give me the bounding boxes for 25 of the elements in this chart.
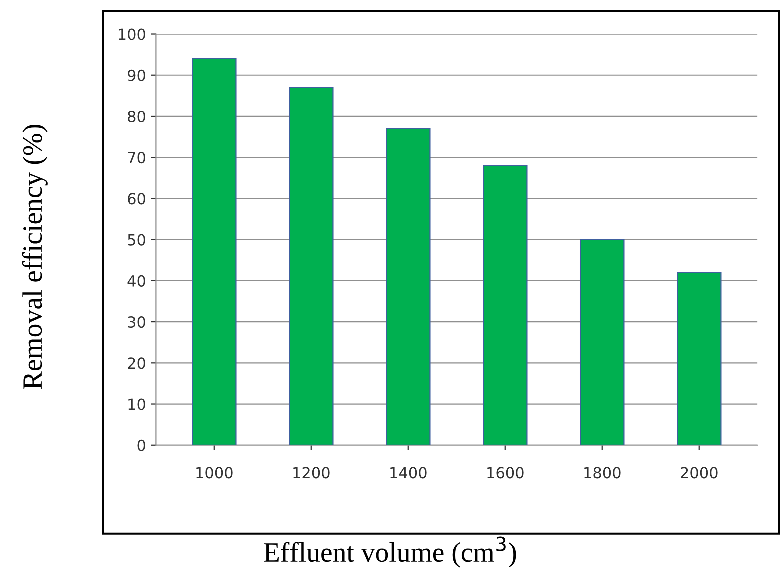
bar: [580, 239, 625, 446]
y-axis-title: Removal efficiency (%): [22, 124, 48, 390]
y-tick-label: 90: [128, 70, 146, 82]
x-tick-label: 1600: [488, 467, 524, 479]
y-tick-label: 80: [128, 110, 146, 123]
x-tick-label: 1400: [390, 467, 427, 479]
y-tick-label: 20: [128, 358, 146, 370]
y-tick-label: 10: [128, 398, 146, 410]
x-tick-label: 1800: [584, 467, 621, 479]
x-axis-title: Effluent volume (cm$^{3}$): [264, 536, 516, 568]
y-tick-label: 100: [118, 28, 146, 40]
bar: [483, 165, 528, 446]
y-tick-label: 70: [128, 152, 146, 164]
y-tick-label: 40: [128, 275, 146, 287]
bar: [386, 128, 431, 446]
y-tick-label: 30: [128, 316, 146, 328]
x-tick-label: 1200: [294, 467, 330, 479]
x-tick-label: 2000: [681, 467, 718, 479]
y-tick-label: 0: [138, 440, 146, 452]
bar: [676, 272, 722, 446]
y-tick-label: 50: [128, 234, 146, 246]
bar: [192, 58, 237, 446]
y-tick-label: 60: [128, 193, 146, 205]
bar: [289, 87, 334, 446]
x-tick-label: 1000: [196, 467, 233, 479]
